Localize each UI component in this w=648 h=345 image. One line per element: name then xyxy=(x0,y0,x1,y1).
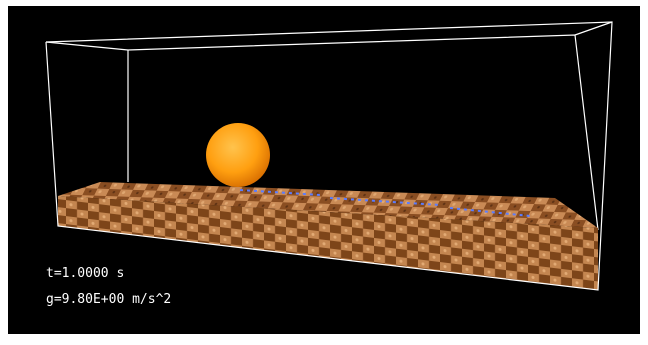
time-label: t=1.0000 s xyxy=(46,266,124,281)
simulation-view: t=1.0000 s g=9.80E+00 m/s^2 xyxy=(0,0,648,340)
gravity-label: g=9.80E+00 m/s^2 xyxy=(46,292,171,307)
viewport xyxy=(8,6,640,334)
impact-sphere xyxy=(206,123,270,187)
